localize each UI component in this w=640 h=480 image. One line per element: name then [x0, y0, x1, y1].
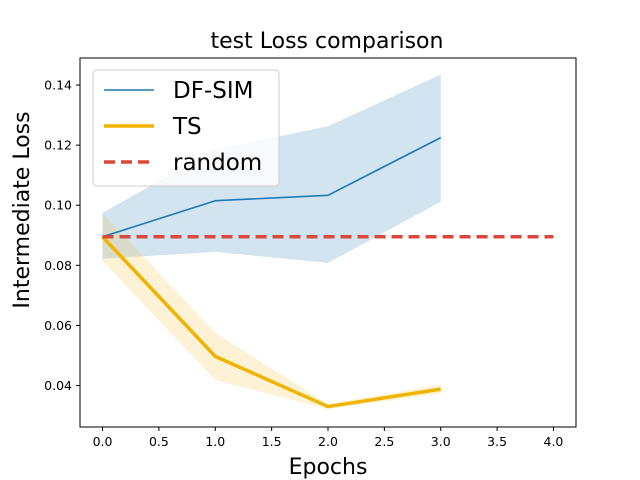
legend: DF-SIM TS random	[92, 69, 280, 187]
x-tick-label: 3.5	[487, 434, 507, 449]
x-tick-label: 2.5	[374, 434, 394, 449]
y-axis-title: Intermediate Loss	[10, 111, 35, 308]
x-tick-label: 4.0	[544, 434, 564, 449]
series-lines	[101, 136, 554, 409]
y-tick-label: 0.12	[44, 138, 72, 153]
x-axis-ticks: 0.0 0.5 1.0 1.5 2.0 2.5 3.0 3.5 4.0	[93, 427, 564, 449]
chart-title: test Loss comparison	[211, 29, 444, 54]
legend-label-2: random	[173, 150, 262, 176]
legend-box	[92, 69, 280, 187]
x-tick-label: 1.5	[262, 434, 282, 449]
x-tick-label: 0.0	[93, 434, 113, 449]
y-tick-label: 0.04	[44, 378, 72, 393]
y-axis-ticks: 0.04 0.06 0.08 0.10 0.12 0.14	[44, 78, 80, 393]
x-axis-title: Epochs	[289, 455, 368, 480]
legend-label-0: DF-SIM	[173, 78, 253, 104]
y-tick-label: 0.10	[44, 198, 72, 213]
y-tick-label: 0.06	[44, 318, 72, 333]
x-tick-label: 0.5	[149, 434, 169, 449]
y-tick-label: 0.08	[44, 258, 72, 273]
line-series-0	[102, 136, 442, 238]
y-tick-label: 0.14	[44, 78, 72, 93]
x-tick-label: 2.0	[318, 434, 338, 449]
x-tick-label: 3.0	[431, 434, 451, 449]
plot-area-frame	[79, 57, 577, 428]
line-series-1	[101, 235, 441, 409]
legend-label-1: TS	[172, 114, 202, 140]
x-tick-label: 1.0	[205, 434, 225, 449]
